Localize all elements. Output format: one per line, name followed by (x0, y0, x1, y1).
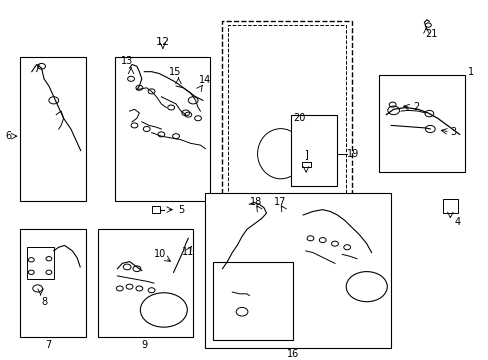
Bar (442, 199, 457, 213)
Text: 12: 12 (156, 37, 169, 47)
Text: 16: 16 (286, 349, 299, 359)
Text: 14: 14 (199, 75, 211, 85)
Text: 7: 7 (45, 340, 51, 350)
Text: 4: 4 (453, 217, 459, 227)
Text: 1: 1 (467, 67, 473, 77)
Text: 8: 8 (41, 297, 47, 307)
Text: 3: 3 (450, 127, 456, 137)
Bar (290, 115, 337, 186)
Ellipse shape (257, 129, 304, 179)
Text: 17: 17 (273, 197, 285, 207)
Text: 20: 20 (292, 113, 305, 122)
Text: 5: 5 (178, 204, 183, 215)
Bar (151, 206, 160, 213)
Text: 11: 11 (182, 247, 194, 257)
Text: 18: 18 (249, 197, 262, 207)
Bar (205, 193, 390, 347)
Bar (228, 25, 346, 312)
Text: 6: 6 (6, 131, 12, 141)
Bar (98, 229, 193, 337)
Bar (115, 57, 210, 201)
Text: 13: 13 (121, 56, 133, 66)
Text: 10: 10 (154, 249, 166, 260)
Bar (212, 262, 293, 341)
Bar (27, 247, 54, 279)
Bar (222, 22, 351, 315)
Bar (20, 229, 85, 337)
Bar (228, 26, 345, 311)
Text: 21: 21 (424, 29, 437, 39)
Bar (301, 162, 310, 167)
Text: 9: 9 (141, 340, 147, 350)
Text: 2: 2 (413, 103, 419, 112)
Text: 15: 15 (168, 67, 181, 77)
Bar (378, 75, 464, 172)
Text: 19: 19 (346, 149, 359, 159)
Bar (20, 57, 85, 201)
